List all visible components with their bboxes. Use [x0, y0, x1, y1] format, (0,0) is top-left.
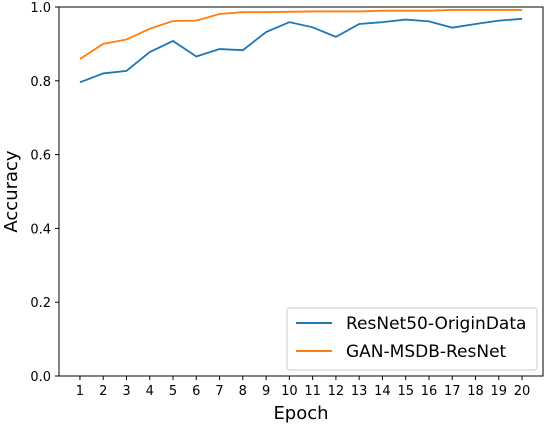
- x-tick-label: 14: [374, 384, 391, 399]
- y-tick-label: 1.0: [30, 1, 51, 16]
- x-tick-label: 10: [281, 384, 298, 399]
- x-tick-label: 6: [192, 384, 200, 399]
- x-tick-label: 13: [351, 384, 368, 399]
- y-tick-label: 0.8: [30, 75, 51, 90]
- y-tick-label: 0.2: [30, 296, 51, 311]
- x-tick-label: 17: [444, 384, 461, 399]
- legend-label-resnet50-origindata: ResNet50-OriginData: [346, 314, 526, 334]
- x-tick-label: 20: [514, 384, 531, 399]
- x-tick-label: 19: [491, 384, 508, 399]
- x-tick-label: 8: [239, 384, 247, 399]
- x-tick-label: 7: [215, 384, 223, 399]
- y-tick-label: 0.0: [30, 370, 51, 385]
- series-line-gan-msdb-resnet: [79, 9, 523, 60]
- series-line-resnet50-origindata: [79, 17, 523, 84]
- x-tick-label: 4: [146, 384, 154, 399]
- y-tick-label: 0.4: [30, 222, 51, 237]
- y-tick-label: 0.6: [30, 149, 51, 164]
- y-axis-label: Accuracy: [1, 150, 22, 233]
- plot-frame: [58, 6, 544, 377]
- x-tick-label: 12: [328, 384, 345, 399]
- y-axis: 0.0 0.2 0.4 0.6 0.8 1.0: [30, 1, 59, 385]
- x-tick-label: 5: [169, 384, 177, 399]
- series-lines: [79, 9, 523, 84]
- x-tick-label: 18: [467, 384, 484, 399]
- x-axis: 1 2 3 4 5 6 7 8 9 10 11 12 13 14 15 16 17 18 19 20: [76, 376, 531, 399]
- x-tick-label: 9: [262, 384, 270, 399]
- x-axis-label: Epoch: [273, 403, 328, 424]
- legend-box: [286, 307, 538, 371]
- x-tick-label: 2: [99, 384, 107, 399]
- legend: ResNet50-OriginData GAN-MSDB-ResNet: [286, 307, 538, 371]
- x-tick-label: 11: [304, 384, 321, 399]
- x-tick-label: 1: [76, 384, 84, 399]
- x-tick-label: 16: [421, 384, 438, 399]
- x-tick-label: 15: [397, 384, 414, 399]
- legend-label-gan-msdb-resnet: GAN-MSDB-ResNet: [346, 342, 507, 362]
- x-tick-label: 3: [122, 384, 130, 399]
